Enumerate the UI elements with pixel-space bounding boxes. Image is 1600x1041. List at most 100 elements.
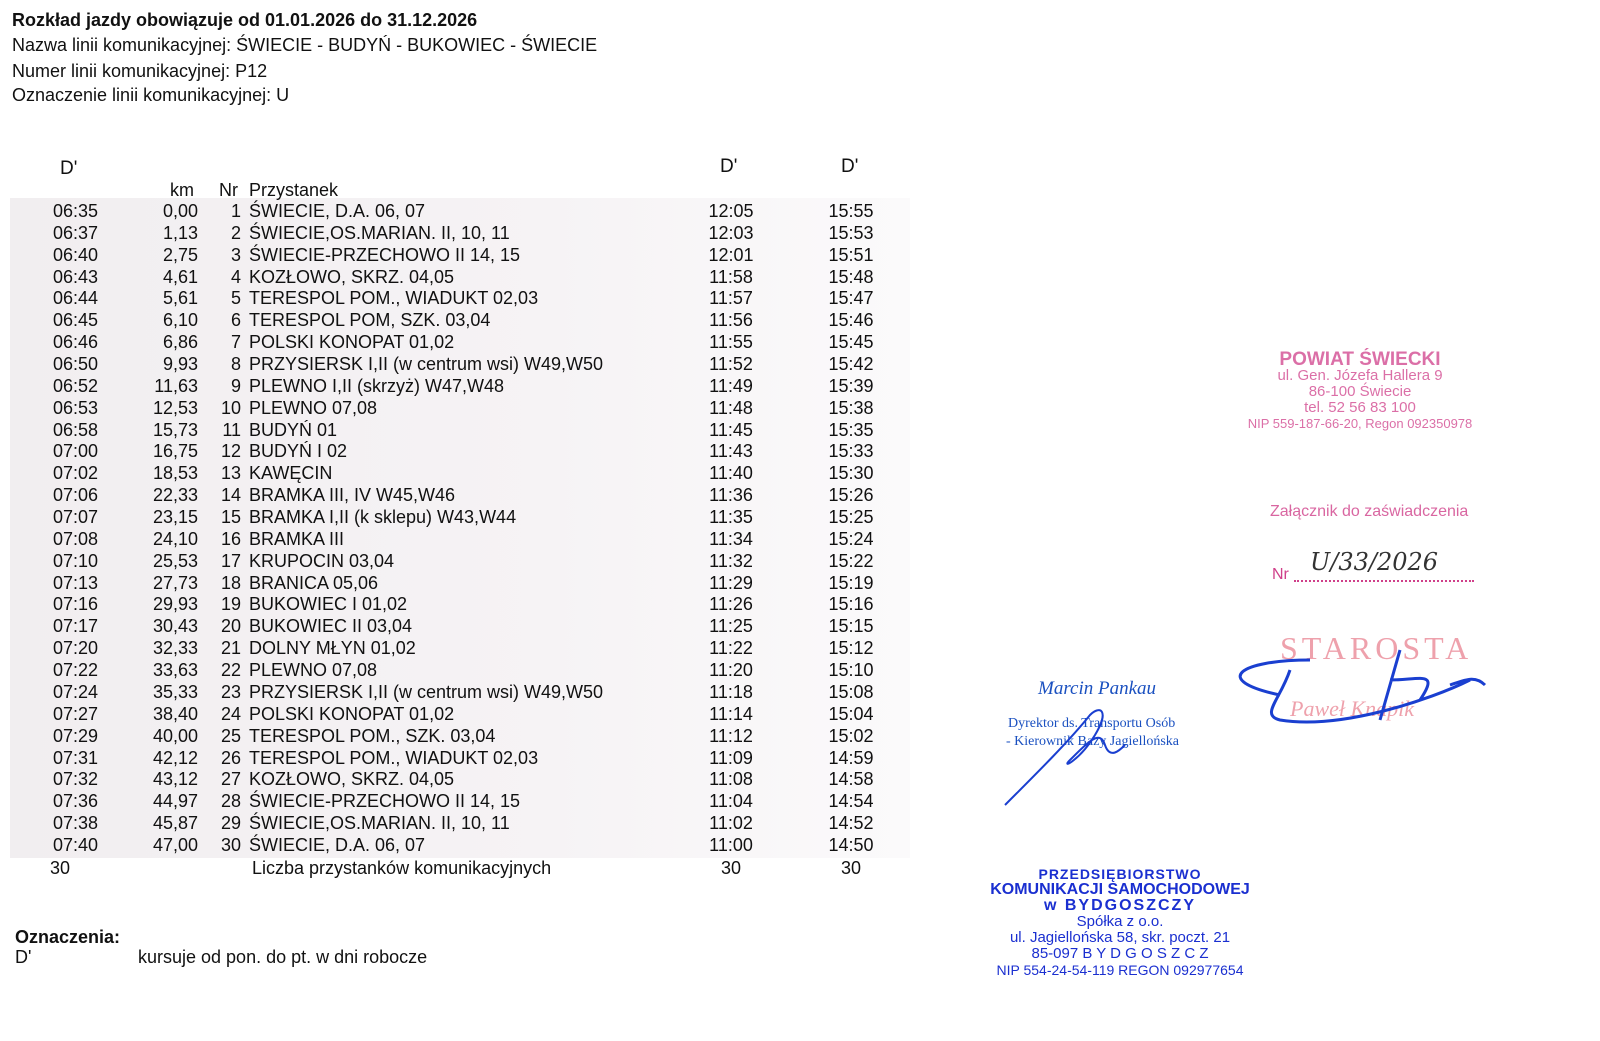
stamp-line: 85-097 B Y D G O S Z C Z (1031, 945, 1209, 962)
stop-number: 26 (220, 747, 241, 768)
stop-number: 14 (220, 485, 241, 506)
return-time-2: 14:58 (828, 769, 874, 790)
stamp-line: 86-100 Świecie (1308, 383, 1412, 400)
km: 1,13 (162, 222, 198, 243)
km: 33,63 (152, 660, 198, 681)
director-signature (1004, 709, 1126, 806)
table-row: 06:35 0,00 1 ŚWIECIE, D.A. 06, 07 12:05 15:55 (0, 201, 920, 223)
departure-time: 07:16 (52, 594, 98, 615)
line-name: Nazwa linii komunikacyjnej: ŚWIECIE - BU… (12, 35, 598, 55)
stop-name: ŚWIECIE, D.A. 06, 07 (249, 201, 426, 221)
stop-number: 20 (220, 616, 241, 637)
stamp-line: ul. Jagiellońska 58, skr. poczt. 21 (1009, 929, 1231, 946)
departure-time: 06:50 (52, 354, 98, 375)
return-time-2: 15:26 (828, 485, 874, 506)
stop-count-1: 30 (49, 858, 71, 878)
stop-name: POLSKI KONOPAT 01,02 (249, 703, 455, 724)
departure-time: 06:43 (52, 266, 98, 287)
departure-time: 06:37 (52, 222, 98, 243)
table-row: 06:50 9,93 8 PRZYSIERSK I,II (w centrum wsi… (0, 354, 920, 376)
return-time-2: 15:55 (828, 201, 874, 221)
return-time-2: 15:46 (828, 310, 874, 331)
km: 23,15 (152, 507, 198, 528)
stop-name: TERESPOL POM., WIADUKT 02,03 (249, 747, 539, 768)
stop-name: KRUPOCIN 03,04 (249, 550, 395, 571)
departure-time: 06:52 (52, 375, 98, 396)
return-time-1: 11:00 (709, 834, 753, 855)
stop-name: ŚWIECIE,OS.MARIAN. II, 10, 11 (249, 222, 510, 243)
return-time-1: 11:04 (709, 791, 753, 812)
departure-time: 06:46 (52, 332, 98, 353)
stop-number: 30 (220, 834, 241, 855)
legend-title: Oznaczenia: (15, 927, 121, 947)
return-time-1: 11:52 (709, 354, 753, 375)
stop-name: PRZYSIERSK I,II (w centrum wsi) W49,W50 (249, 354, 604, 375)
km: 5,61 (162, 288, 198, 309)
stop-number: 12 (220, 441, 241, 462)
km: 9,93 (162, 354, 198, 375)
departure-time: 06:58 (52, 419, 98, 440)
km: 38,40 (152, 703, 198, 724)
table-row: 06:43 4,61 4 KOZŁOWO, SKRZ. 04,05 11:58 15:48 (0, 267, 920, 289)
km: 4,61 (162, 266, 198, 287)
km: 22,33 (152, 485, 198, 506)
director-role-1: Dyrektor ds. Transportu Osób (1008, 716, 1176, 731)
km: 32,33 (152, 638, 198, 659)
stop-number: 10 (220, 397, 241, 418)
stop-name: POLSKI KONOPAT 01,02 (249, 332, 455, 353)
km: 47,00 (152, 834, 198, 855)
stop-name: BRAMKA III, IV W45,W46 (249, 485, 456, 506)
departure-time: 07:27 (52, 703, 98, 724)
return-time-2: 14:52 (828, 813, 874, 834)
return-time-1: 11:43 (709, 441, 753, 462)
return-time-2: 15:16 (828, 594, 874, 615)
return-time-1: 11:48 (709, 397, 753, 418)
line-number: Numer linii komunikacyjnej: P12 (12, 61, 268, 81)
table-row: 07:27 38,40 24 POLSKI KONOPAT 01,02 11:14 15:… (0, 704, 920, 726)
stamp-line: KOMUNIKACJI SAMOCHODOWEJ (990, 881, 1250, 898)
table-row: 07:31 42,12 26 TERESPOL POM., WIADUKT 02,03… (0, 748, 920, 770)
stop-name: BRANICA 05,06 (249, 572, 379, 593)
director-role-2: - Kierownik Bazy Jagiellońska (1006, 734, 1180, 749)
km: 16,75 (152, 441, 198, 462)
return-time-1: 11:25 (709, 616, 753, 637)
return-time-2: 15:19 (828, 572, 874, 593)
km: 6,86 (162, 332, 198, 353)
km: 18,53 (152, 463, 198, 484)
stop-number: 9 (230, 375, 241, 396)
table-row: 06:58 15,73 11 BUDYŃ 01 11:45 15:35 (0, 420, 920, 442)
stop-name: ŚWIECIE-PRZECHOWO II 14, 15 (249, 791, 521, 812)
return-time-1: 11:32 (709, 550, 753, 571)
stop-number: 21 (220, 638, 241, 659)
return-time-2: 15:02 (828, 725, 874, 746)
stop-number: 25 (220, 725, 241, 746)
departure-time: 06:44 (52, 288, 98, 309)
stamp-pks: PRZEDSIĘBIORSTWO KOMUNIKACJI SAMOCHODOWE… (965, 866, 1275, 978)
table-row: 07:20 32,33 21 DOLNY MŁYN 01,02 11:22 15:12 (0, 638, 920, 660)
stop-count-3: 30 (840, 858, 862, 878)
stop-number: 11 (222, 419, 241, 440)
return-time-2: 14:54 (828, 791, 874, 812)
return-time-1: 11:02 (709, 813, 753, 834)
stamp-line: tel. 52 56 83 100 (1304, 399, 1416, 416)
return-time-2: 15:04 (828, 703, 874, 724)
stop-number: 19 (220, 594, 241, 615)
stop-number: 3 (230, 244, 241, 265)
departure-time: 07:32 (52, 769, 98, 790)
departure-time: 07:31 (52, 747, 98, 768)
return-time-2: 15:38 (828, 397, 874, 418)
return-time-1: 11:08 (709, 769, 753, 790)
return-time-2: 15:10 (828, 660, 874, 681)
departure-time: 07:24 (52, 681, 98, 702)
stop-name: TERESPOL POM., WIADUKT 02,03 (249, 288, 539, 309)
return-time-2: 15:08 (828, 681, 874, 702)
km: 25,53 (152, 550, 198, 571)
return-time-2: 14:50 (828, 834, 874, 855)
table-row: 07:38 45,87 29 ŚWIECIE,OS.MARIAN. II, 10, 1… (0, 813, 920, 835)
departure-time: 06:40 (52, 244, 98, 265)
stamp-line: NIP 554-24-54-119 REGON 092977654 (996, 962, 1244, 978)
departure-time: 07:02 (52, 463, 98, 484)
table-row: 07:24 35,33 23 PRZYSIERSK I,II (w centrum w… (0, 682, 920, 704)
return-time-2: 15:12 (828, 638, 874, 659)
km: 42,12 (152, 747, 198, 768)
